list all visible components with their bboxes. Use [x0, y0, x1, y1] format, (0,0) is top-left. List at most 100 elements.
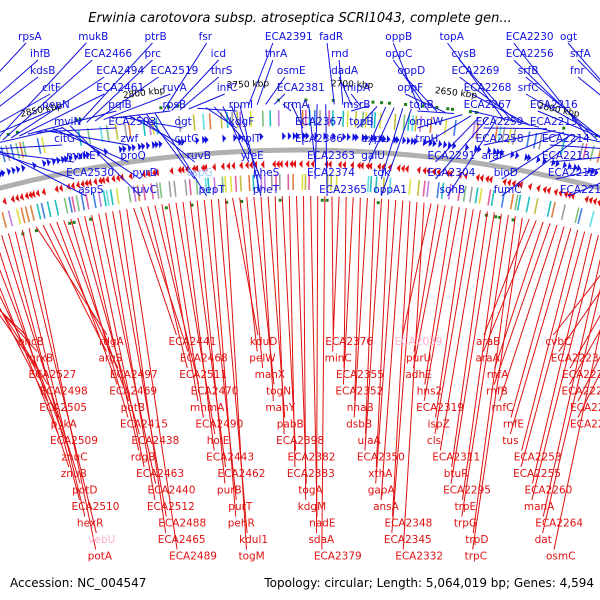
gene-label: ulaA — [358, 435, 382, 447]
forward-gene-arrow — [78, 152, 83, 161]
reverse-cog-bar — [436, 182, 440, 199]
gene-label: rnfB — [486, 386, 508, 398]
forward-gene-arrow — [85, 150, 91, 159]
label-leader-line — [70, 218, 129, 418]
reverse-gene-arrow — [141, 170, 146, 179]
reverse-cog-bar — [560, 204, 567, 221]
gene-label: cvbC — [545, 336, 571, 348]
gene-label: rrmA — [283, 99, 309, 111]
gene-label: ECA2224 — [562, 369, 600, 381]
label-leader-line — [577, 76, 600, 96]
reverse-gene-arrow — [463, 171, 468, 180]
label-leader-line — [0, 76, 39, 107]
forward-rna-marker — [75, 118, 79, 122]
reverse-cog-bar — [54, 199, 60, 216]
reverse-gene-arrow — [289, 160, 294, 169]
label-leader-line — [19, 93, 105, 137]
reverse-gene-arrow — [337, 160, 342, 169]
gene-label: purT — [228, 501, 253, 513]
label-leader-line — [435, 207, 467, 418]
reverse-gene-arrow — [191, 164, 196, 173]
reverse-gene-arrow — [360, 161, 364, 170]
forward-gene-arrow — [364, 133, 369, 142]
label-leader-line — [239, 197, 258, 352]
forward-gene-arrow — [342, 132, 347, 141]
forward-rna-marker — [420, 104, 424, 108]
forward-gene-arrow — [6, 167, 12, 176]
gene-label: topB — [349, 116, 373, 128]
gene-label: ECA2332 — [395, 551, 443, 563]
forward-cog-bar — [342, 110, 345, 127]
gene-label: dadA — [331, 65, 359, 77]
forward-cog-bar — [411, 115, 415, 132]
reverse-cog-bar — [487, 189, 492, 206]
gene-label: ECA2498 — [40, 386, 88, 398]
reverse-cog-bar — [509, 193, 515, 210]
label-leader-line — [42, 224, 107, 352]
forward-gene-arrow — [447, 141, 452, 150]
forward-cog-bar — [105, 125, 110, 142]
reverse-gene-arrow — [239, 161, 243, 170]
forward-gene-arrow — [536, 155, 541, 164]
label-leader-line — [461, 213, 502, 501]
label-leader-line — [364, 198, 383, 451]
forward-gene-arrow — [323, 132, 328, 141]
label-leader-line — [248, 42, 274, 106]
reverse-rna-marker — [164, 206, 168, 210]
reverse-gene-arrow — [54, 185, 59, 193]
reverse-rna-marker — [278, 198, 282, 202]
reverse-cog-bar — [68, 196, 73, 213]
label-leader-line — [331, 196, 334, 336]
reverse-gene-arrow — [212, 163, 216, 171]
label-leader-line — [483, 218, 530, 336]
reverse-cog-bar — [474, 187, 479, 204]
gene-label: ECA2468 — [180, 353, 228, 365]
gene-label: kdgM — [298, 501, 326, 513]
reverse-gene-arrow — [98, 176, 103, 185]
label-leader-line — [326, 42, 335, 105]
gene-label: ECA2365 — [319, 184, 367, 196]
label-leader-line — [256, 59, 274, 105]
reverse-gene-arrow — [19, 192, 25, 201]
forward-gene-arrow — [41, 159, 47, 168]
forward-rna-marker — [404, 102, 408, 106]
gene-label: rpmI — [229, 99, 253, 111]
forward-gene-arrow — [443, 140, 448, 149]
forward-cog-bar — [202, 113, 205, 130]
label-leader-line — [0, 151, 75, 163]
gene-label: osmE — [277, 65, 306, 77]
forward-cog-bar — [582, 143, 588, 160]
forward-gene-arrow — [282, 132, 286, 141]
label-leader-line — [0, 93, 51, 123]
reverse-cog-bar — [213, 177, 217, 194]
gene-label: tonB — [409, 99, 433, 111]
label-leader-line — [424, 206, 453, 385]
label-leader-line — [61, 126, 141, 180]
reverse-gene-arrow — [527, 182, 533, 191]
gene-label: ECA2295 — [443, 485, 491, 497]
reverse-gene-arrow — [284, 160, 289, 169]
reverse-gene-arrow — [553, 188, 559, 197]
gene-label: fnr — [570, 65, 585, 77]
gene-label: ruvA — [163, 82, 188, 94]
label-leader-line — [154, 205, 200, 385]
forward-gene-arrow — [287, 132, 292, 141]
reverse-gene-arrow — [488, 175, 493, 184]
gene-label: ruvB — [187, 150, 211, 162]
reverse-cog-bar — [136, 185, 141, 202]
gene-label: ECA2214 — [542, 133, 590, 145]
label-leader-line — [273, 93, 286, 105]
forward-gene-labels: rpsA ihfB kdsB citF pepN mviN citG mukE ECA2530 a… — [18, 31, 600, 196]
label-leader-line — [196, 200, 226, 484]
gene-label: expL — [361, 133, 386, 145]
reverse-gene-arrow — [245, 161, 249, 170]
reverse-gene-arrow — [152, 168, 157, 177]
accession-label: Accession: NC_004547 — [10, 576, 146, 590]
label-leader-line — [126, 209, 178, 550]
forward-gene-arrow — [590, 167, 595, 176]
reverse-gene-arrow — [146, 169, 151, 178]
reverse-gene-arrow — [28, 190, 33, 199]
forward-gene-arrow — [154, 140, 159, 149]
label-leader-line — [94, 76, 159, 122]
gene-label: ECA2256 — [506, 48, 554, 60]
